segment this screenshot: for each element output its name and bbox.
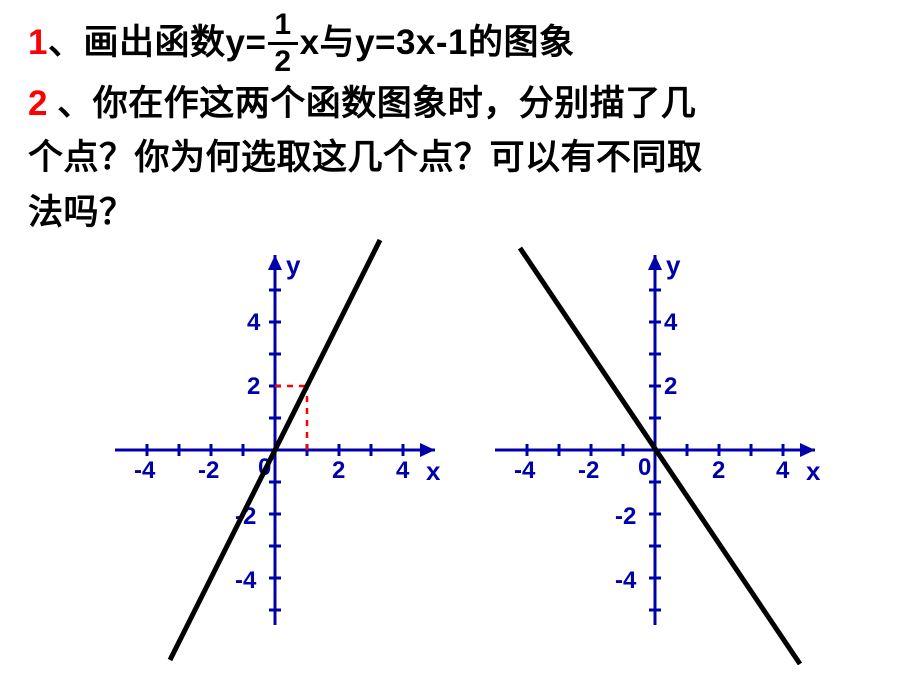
svg-text:-4: -4 bbox=[514, 457, 536, 484]
graph-2: 0 2 4 -2 -4 2 4 -2 -4 x y bbox=[460, 230, 840, 665]
graph-1: 0 2 4 -2 -4 2 4 -2 -4 x y bbox=[80, 230, 460, 665]
q2-text-a: 、你在作这两个函数图象时，分别描了几 bbox=[57, 84, 696, 123]
q1-number: 1 bbox=[28, 16, 48, 70]
q1-eq-a: y= bbox=[225, 16, 266, 70]
q1-post: 的图象 bbox=[468, 16, 575, 70]
fraction-one-half: 1 2 bbox=[268, 10, 297, 77]
svg-text:-4: -4 bbox=[134, 457, 156, 484]
q1-pre: 、画出函数 bbox=[48, 16, 226, 70]
graph-1-svg: 0 2 4 -2 -4 2 4 -2 -4 x y bbox=[80, 230, 460, 665]
q1-eq-c: y=3x-1 bbox=[355, 16, 468, 70]
svg-text:x: x bbox=[426, 456, 441, 486]
svg-text:4: 4 bbox=[396, 457, 410, 484]
question-2-line-1: 2 、你在作这两个函数图象时，分别描了几 bbox=[28, 77, 892, 131]
fraction-denominator: 2 bbox=[268, 45, 297, 77]
svg-text:-4: -4 bbox=[615, 567, 637, 594]
svg-text:y: y bbox=[666, 250, 681, 280]
svg-text:2: 2 bbox=[247, 373, 260, 400]
question-2-line-2: 个点？你为何选取这几个点？可以有不同取 bbox=[28, 131, 892, 185]
q2-number: 2 bbox=[28, 84, 48, 123]
fraction-numerator: 1 bbox=[268, 10, 297, 45]
svg-text:x: x bbox=[806, 456, 821, 486]
svg-text:-2: -2 bbox=[198, 457, 219, 484]
svg-text:4: 4 bbox=[664, 309, 678, 336]
svg-text:-4: -4 bbox=[235, 567, 257, 594]
svg-text:0: 0 bbox=[638, 454, 651, 481]
q1-eq-b: x bbox=[300, 16, 320, 70]
svg-text:2: 2 bbox=[332, 457, 345, 484]
q1-mid: 与 bbox=[320, 16, 356, 70]
question-1-line: 1 、画出函数 y= 1 2 x 与 y=3x-1 的图象 bbox=[28, 10, 892, 77]
svg-text:-2: -2 bbox=[578, 457, 599, 484]
svg-text:2: 2 bbox=[664, 373, 677, 400]
graph-2-svg: 0 2 4 -2 -4 2 4 -2 -4 x y bbox=[460, 230, 840, 665]
svg-text:2: 2 bbox=[712, 457, 725, 484]
svg-text:4: 4 bbox=[247, 309, 261, 336]
svg-text:-2: -2 bbox=[615, 503, 636, 530]
svg-text:y: y bbox=[286, 250, 301, 280]
svg-text:4: 4 bbox=[776, 457, 790, 484]
